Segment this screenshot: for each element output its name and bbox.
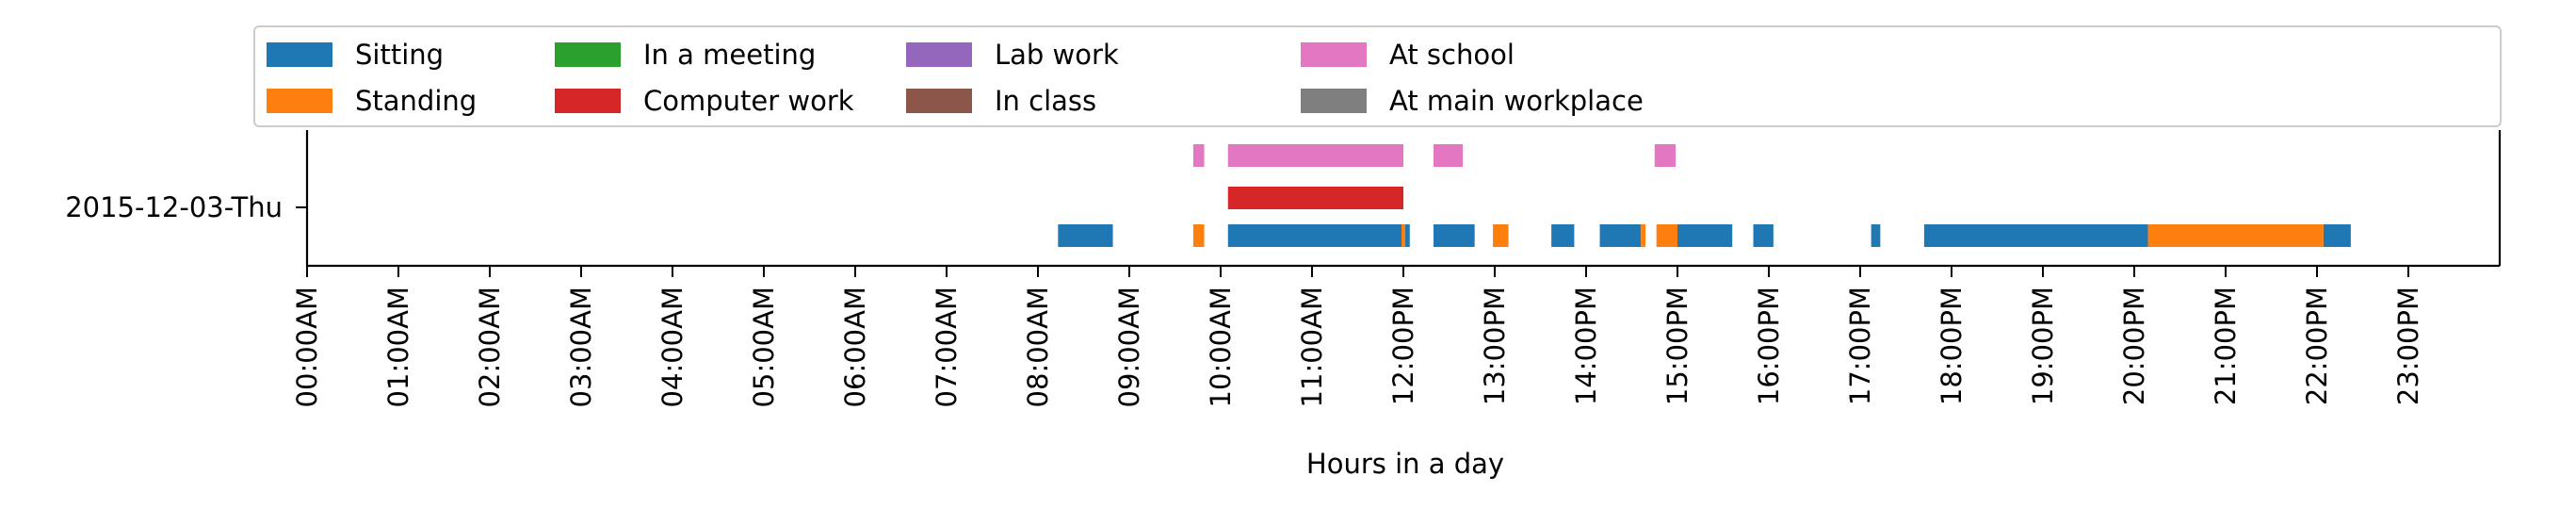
- legend-item-at-main-workplace: At main workplace: [1301, 85, 1644, 117]
- x-tick-label: 13:00PM: [1479, 287, 1511, 405]
- x-tick-label: 11:00AM: [1296, 287, 1328, 407]
- legend-label: In class: [995, 85, 1096, 117]
- legend-label: Computer work: [643, 85, 854, 117]
- legend-swatch: [906, 42, 972, 67]
- x-tick-label: 19:00PM: [2027, 287, 2059, 405]
- legend-label: Lab work: [995, 39, 1119, 71]
- legend-label: In a meeting: [643, 39, 816, 71]
- axes: 2015-12-03-Thu 00:00AM 01:00AM 02:00AM 03:00…: [65, 130, 2502, 407]
- legend-item-computer-work: Computer work: [555, 85, 854, 117]
- bar-sitting-1: [1227, 224, 1410, 247]
- bar-standing-4: [1656, 224, 1677, 247]
- bar-standing-1: [1401, 224, 1406, 247]
- legend-label: Standing: [355, 85, 477, 117]
- bar-sitting-9: [2323, 224, 2351, 247]
- x-tick-label: 04:00AM: [656, 287, 689, 407]
- bar-sitting-3: [1551, 224, 1575, 247]
- plot-area: [1058, 144, 2351, 247]
- x-tick-label: 07:00AM: [931, 287, 963, 407]
- x-tick-label: 10:00AM: [1205, 287, 1237, 407]
- x-tick-label: 08:00AM: [1022, 287, 1054, 407]
- bar-sitting-5: [1677, 224, 1733, 247]
- x-axis-label: Hours in a day: [1306, 448, 1504, 480]
- x-tick-label: 05:00AM: [748, 287, 780, 407]
- bar-standing-5: [2147, 224, 2324, 247]
- x-tick-label: 03:00AM: [565, 287, 597, 407]
- x-tick-label: 23:00PM: [2392, 287, 2424, 405]
- legend-item-in-a-meeting: In a meeting: [555, 39, 816, 71]
- y-tick-label: 2015-12-03-Thu: [65, 191, 283, 223]
- bar-sitting-0: [1058, 224, 1113, 247]
- legend-item-sitting: Sitting: [267, 39, 444, 71]
- x-tick-label: 22:00PM: [2301, 287, 2333, 405]
- legend-item-at-school: At school: [1301, 39, 1515, 71]
- x-tick-label: 17:00PM: [1844, 287, 1876, 405]
- x-tick-label: 06:00AM: [839, 287, 871, 407]
- bar-at-school-0: [1192, 144, 1205, 167]
- legend-label: At main workplace: [1389, 85, 1644, 117]
- bar-computer-work-0: [1227, 187, 1403, 209]
- legend-item-standing: Standing: [267, 85, 477, 117]
- x-tick-label: 20:00PM: [2118, 287, 2150, 405]
- x-tick-label: 21:00PM: [2210, 287, 2242, 405]
- legend-item-in-class: In class: [906, 85, 1096, 117]
- bar-sitting-2: [1434, 224, 1475, 247]
- legend-swatch: [555, 89, 621, 113]
- bar-sitting-4: [1599, 224, 1642, 247]
- legend-swatch: [1301, 89, 1367, 113]
- bar-standing-2: [1493, 224, 1509, 247]
- bar-sitting-8: [1923, 224, 2148, 247]
- x-tick-label: 09:00AM: [1113, 287, 1145, 407]
- x-tick-label: 02:00AM: [474, 287, 506, 407]
- bar-at-school-3: [1654, 144, 1677, 167]
- legend-swatch: [267, 89, 332, 113]
- bar-at-school-1: [1227, 144, 1403, 167]
- bar-standing-3: [1641, 224, 1646, 247]
- legend-swatch: [906, 89, 972, 113]
- x-tick-label: 01:00AM: [382, 287, 414, 407]
- x-tick-label: 14:00PM: [1570, 287, 1602, 405]
- x-tick-label: 18:00PM: [1936, 287, 1968, 405]
- bar-at-school-2: [1434, 144, 1464, 167]
- x-tick-label: 00:00AM: [291, 287, 323, 407]
- bar-sitting-7: [1871, 224, 1881, 247]
- legend-label: At school: [1389, 39, 1515, 71]
- legend: Sitting Standing In a meeting Computer work…: [253, 25, 2502, 127]
- bar-standing-0: [1192, 224, 1205, 247]
- legend-label: Sitting: [355, 39, 444, 71]
- x-tick-label: 12:00PM: [1387, 287, 1419, 405]
- legend-swatch: [555, 42, 621, 67]
- legend-swatch: [1301, 42, 1367, 67]
- x-tick-label: 16:00PM: [1753, 287, 1785, 405]
- x-tick-label: 15:00PM: [1661, 287, 1693, 405]
- bar-sitting-6: [1753, 224, 1774, 247]
- legend-frame: [253, 25, 2502, 127]
- legend-swatch: [267, 42, 332, 67]
- legend-item-lab-work: Lab work: [906, 39, 1119, 71]
